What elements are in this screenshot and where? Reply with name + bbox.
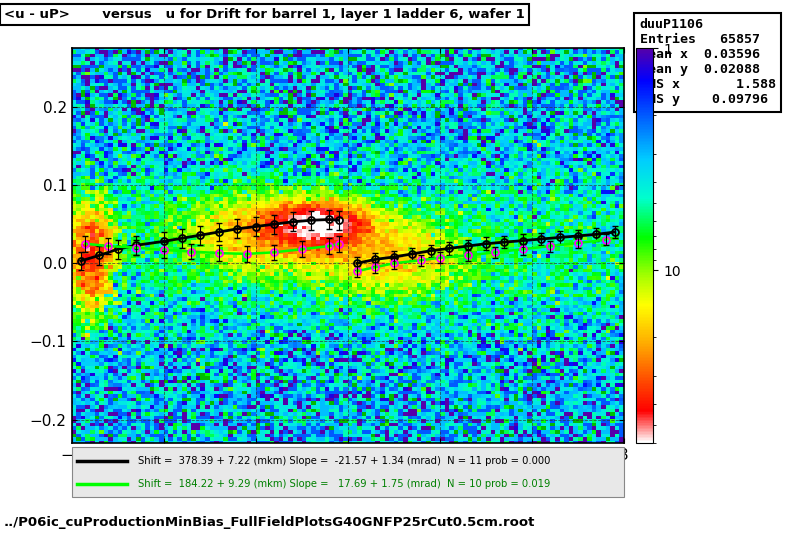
Text: Shift =  184.22 + 9.29 (mkm) Slope =   17.69 + 1.75 (mrad)  N = 10 prob = 0.019: Shift = 184.22 + 9.29 (mkm) Slope = 17.6…: [138, 480, 550, 489]
Text: duuP1106
Entries   65857
Mean x  0.03596
Mean y  0.02088
RMS x       1.588
RMS y: duuP1106 Entries 65857 Mean x 0.03596 Me…: [640, 18, 776, 106]
Text: <u - uP>       versus   u for Drift for barrel 1, layer 1 ladder 6, wafer 1: <u - uP> versus u for Drift for barrel 1…: [4, 8, 525, 21]
Text: Shift =  378.39 + 7.22 (mkm) Slope =  -21.57 + 1.34 (mrad)  N = 11 prob = 0.000: Shift = 378.39 + 7.22 (mkm) Slope = -21.…: [138, 456, 550, 466]
Text: ../P06ic_cuProductionMinBias_FullFieldPlotsG40GNFP25rCut0.5cm.root: ../P06ic_cuProductionMinBias_FullFieldPl…: [4, 516, 535, 529]
